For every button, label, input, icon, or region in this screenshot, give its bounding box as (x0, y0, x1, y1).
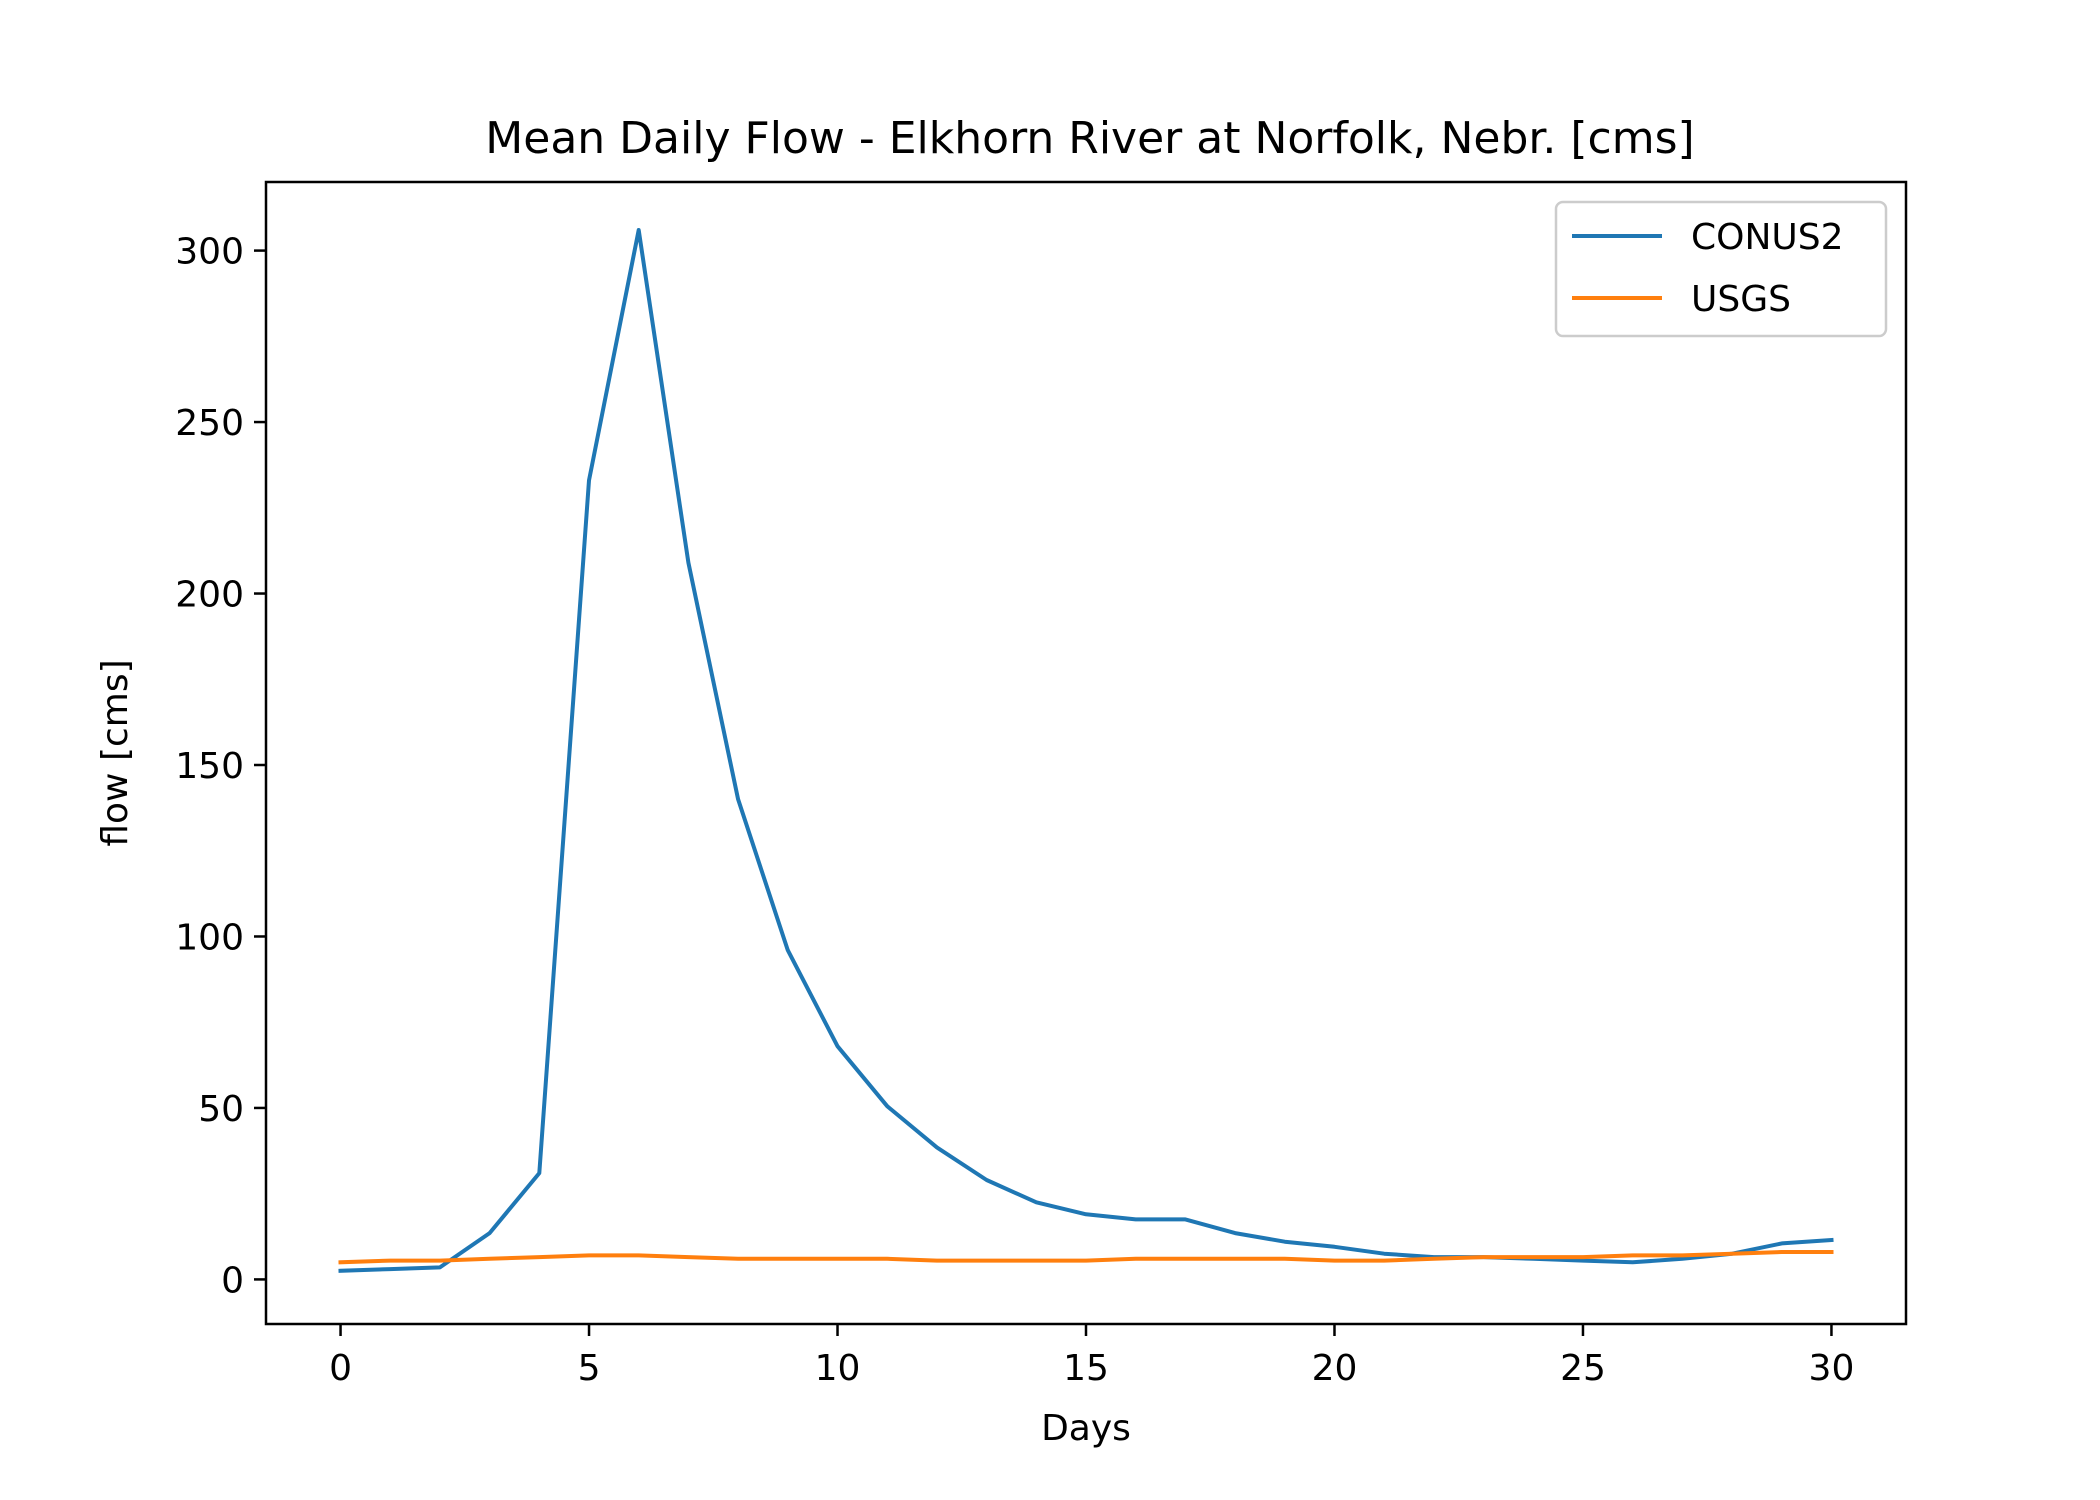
legend-label-usgs: USGS (1691, 279, 1791, 320)
legend-label-conus2: CONUS2 (1691, 217, 1844, 258)
y-axis: 0 50 100 150 200 250 300 (175, 232, 266, 1301)
y-tick-label-50: 50 (198, 1089, 244, 1130)
y-axis-label: flow [cms] (95, 659, 136, 846)
x-tick-label-0: 0 (329, 1348, 352, 1389)
y-tick-label-200: 200 (175, 575, 244, 616)
x-tick-label-25: 25 (1560, 1348, 1606, 1389)
y-tick-label-250: 250 (175, 403, 244, 444)
y-tick-label-150: 150 (175, 746, 244, 787)
x-axis: 0 5 10 15 20 25 30 (329, 1324, 1854, 1389)
legend: CONUS2 USGS (1554, 200, 1888, 338)
x-tick-label-5: 5 (578, 1348, 601, 1389)
y-tick-label-100: 100 (175, 917, 244, 958)
x-tick-label-30: 30 (1809, 1348, 1855, 1389)
x-tick-label-15: 15 (1063, 1348, 1109, 1389)
y-tick-label-0: 0 (221, 1260, 244, 1301)
series-lines (338, 228, 1834, 1273)
plot-area-frame (264, 180, 1908, 1326)
x-axis-label: Days (1041, 1408, 1131, 1449)
series-line-conus2 (338, 228, 1834, 1273)
series-line-usgs (338, 1250, 1834, 1265)
y-tick-label-300: 300 (175, 232, 244, 273)
chart-title: Mean Daily Flow - Elkhorn River at Norfo… (485, 113, 1694, 164)
x-tick-label-10: 10 (815, 1348, 861, 1389)
x-tick-label-20: 20 (1312, 1348, 1358, 1389)
